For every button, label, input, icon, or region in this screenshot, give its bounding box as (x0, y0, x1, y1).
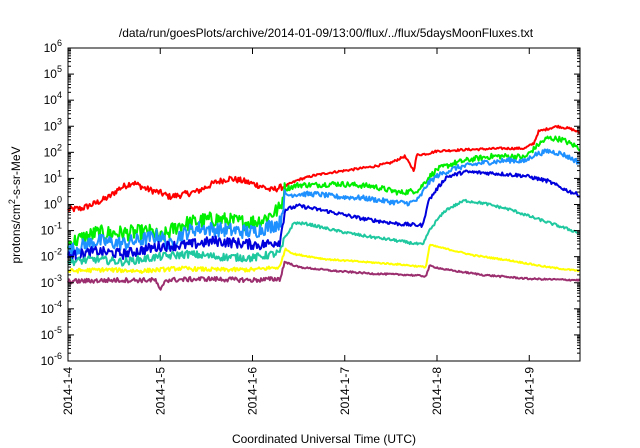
y-tick-label: 100 (44, 195, 62, 212)
x-tick-label: 2014-1-9 (522, 367, 536, 415)
y-tick-label-exponent: 2 (57, 142, 62, 152)
y-tick-label-exponent: -2 (54, 247, 62, 257)
x-axis-label: Coordinated Universal Time (UTC) (232, 432, 416, 446)
y-tick-label-exponent: 0 (57, 195, 62, 205)
y-tick-label-exponent: 6 (57, 38, 62, 48)
series-line-4 (67, 169, 581, 262)
y-tick-label: 104 (44, 90, 62, 107)
y-tick-label-exponent: -6 (54, 351, 62, 361)
y-tick-label-exponent: -1 (54, 221, 62, 231)
x-tick-label: 2014-1-6 (246, 367, 260, 415)
y-tick-label: 10-1 (41, 221, 62, 238)
y-tick-label-exponent: -5 (54, 325, 62, 335)
y-tick-label: 102 (44, 142, 62, 159)
series-line-5 (67, 198, 581, 267)
y-tick-label-exponent: 4 (57, 90, 62, 100)
y-tick-label: 106 (44, 38, 62, 55)
y-tick-label: 10-2 (41, 247, 62, 264)
series-line-7 (67, 260, 581, 291)
plot-frame (67, 47, 581, 362)
y-tick-label: 105 (44, 64, 62, 81)
y-tick-label: 10-3 (41, 273, 62, 290)
y-tick-label: 101 (44, 168, 62, 185)
y-tick-label: 103 (44, 116, 62, 133)
y-tick-label-base: 10 (44, 93, 58, 107)
y-tick-label-base: 10 (44, 67, 58, 81)
y-tick-label-base: 10 (44, 145, 58, 159)
y-tick-label-base: 10 (41, 276, 55, 290)
y-tick-label-base: 10 (41, 250, 55, 264)
y-axis-label-sup: 2 (7, 199, 17, 204)
y-axis-label-pre: protons/cm (9, 204, 23, 263)
y-tick-label-base: 10 (44, 119, 58, 133)
y-tick-label: 10-6 (41, 351, 62, 368)
y-tick-label: 10-4 (41, 299, 62, 316)
series-line-3 (67, 148, 581, 258)
y-tick-label-base: 10 (44, 171, 58, 185)
plot-lines (67, 124, 581, 291)
series-line-6 (67, 243, 580, 274)
x-tick-label: 2014-1-4 (61, 367, 75, 415)
y-tick-label-base: 10 (44, 198, 58, 212)
x-tick-label: 2014-1-8 (430, 367, 444, 415)
y-tick-label-exponent: -4 (54, 299, 62, 309)
y-tick-label-exponent: 1 (57, 168, 62, 178)
y-tick-label-base: 10 (41, 224, 55, 238)
y-tick-label-base: 10 (41, 302, 55, 316)
y-tick-label-exponent: 3 (57, 116, 62, 126)
y-tick-label-base: 10 (44, 41, 58, 55)
y-tick-label-base: 10 (41, 354, 55, 368)
series-line-1 (67, 124, 581, 213)
x-axis: 2014-1-4 2014-1-5 2014-1-6 2014-1-7 2014-1-8… (61, 48, 536, 415)
y-tick-label: 10-5 (41, 325, 62, 342)
y-axis-label: protons/cm2-s-sr-MeV (7, 146, 23, 263)
y-axis: 10-610-510-410-310-210-11001011021031041… (41, 38, 580, 368)
x-tick-label: 2014-1-5 (153, 367, 167, 415)
chart-title: /data/run/goesPlots/archive/2014-01-09/1… (119, 26, 534, 40)
y-tick-label-base: 10 (41, 328, 55, 342)
y-tick-label-exponent: 5 (57, 64, 62, 74)
y-axis-label-post: -s-sr-MeV (9, 146, 23, 199)
x-tick-label: 2014-1-7 (338, 367, 352, 415)
y-tick-label-exponent: -3 (54, 273, 62, 283)
